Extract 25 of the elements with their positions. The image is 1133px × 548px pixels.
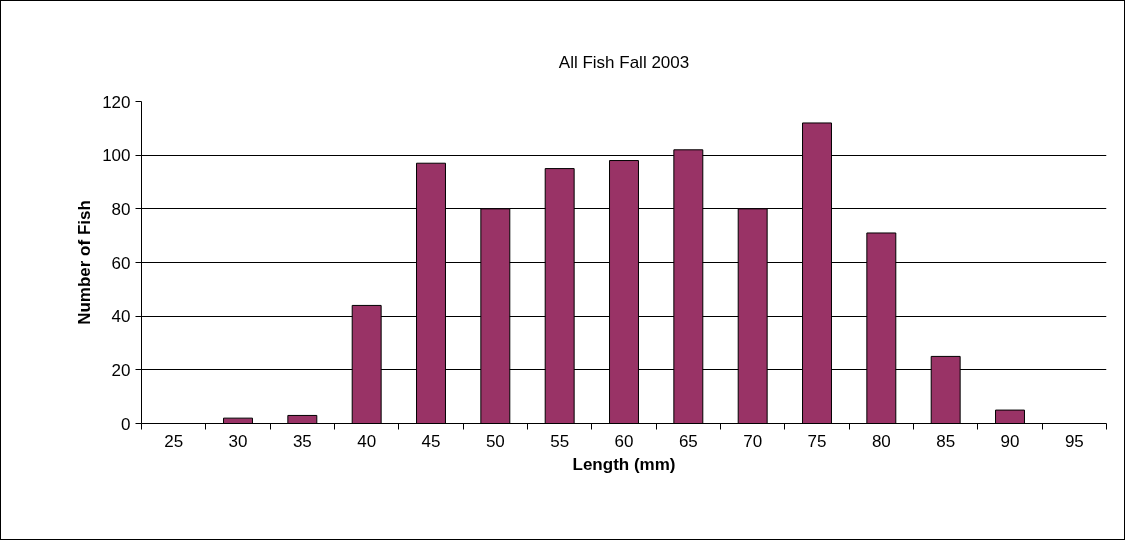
x-tick-label: 40 [357, 431, 377, 451]
x-tick-label: 45 [421, 431, 441, 451]
x-tick-label: 30 [228, 431, 248, 451]
y-tick-label: 100 [102, 146, 131, 166]
y-tick-label: 0 [121, 414, 131, 434]
y-tick-label: 80 [111, 199, 131, 219]
x-tick-label: 60 [614, 431, 634, 451]
x-tick-label: 50 [485, 431, 505, 451]
x-tick-label: 25 [164, 431, 184, 451]
y-axis-title: Number of Fish [75, 200, 95, 325]
x-tick-label: 75 [807, 431, 827, 451]
x-tick-label: 65 [678, 431, 698, 451]
y-tick-label: 40 [111, 307, 131, 327]
x-tick-label: 35 [292, 431, 312, 451]
y-tick-label: 60 [111, 253, 131, 273]
x-tick-label: 80 [871, 431, 891, 451]
x-tick-label: 70 [743, 431, 763, 451]
chart-title: All Fish Fall 2003 [558, 52, 690, 72]
x-tick-label: 90 [1000, 431, 1020, 451]
y-tick-label: 20 [111, 360, 131, 380]
x-tick-label: 95 [1064, 431, 1084, 451]
x-tick-label: 85 [936, 431, 956, 451]
x-axis-title: Length (mm) [572, 454, 676, 474]
y-tick-label: 120 [102, 92, 131, 112]
x-tick-label: 55 [550, 431, 570, 451]
